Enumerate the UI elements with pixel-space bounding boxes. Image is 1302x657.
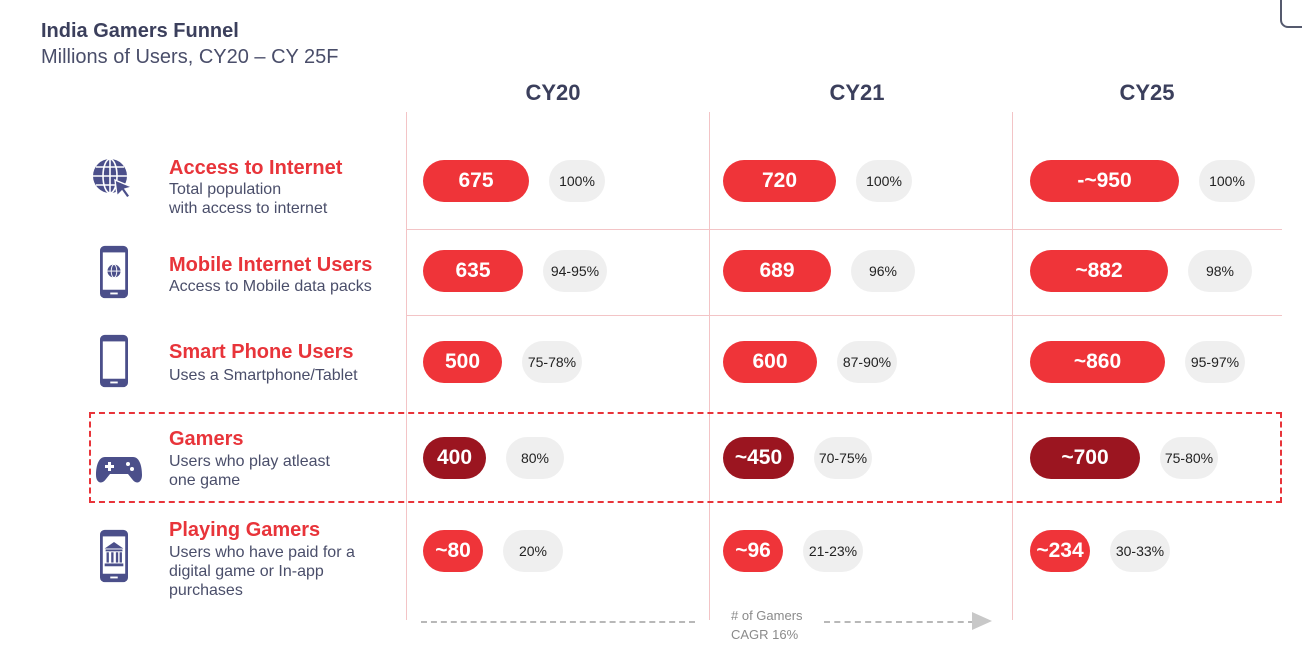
share-pill: 20% <box>503 530 563 572</box>
row-divider <box>406 229 1282 230</box>
cagr-value: CAGR 16% <box>731 627 799 642</box>
value-pill: 400 <box>423 437 486 479</box>
chart-subtitle: Millions of Users, CY20 – CY 25F <box>41 46 339 68</box>
cagr-arrow-icon <box>972 612 992 630</box>
share-pill: 80% <box>506 437 564 479</box>
chart-title: India Gamers Funnel <box>41 20 239 42</box>
cagr-annotation: # of Gamers CAGR 16% <box>731 606 803 644</box>
value-pill: -~950 <box>1030 160 1179 202</box>
gamepad-icon <box>96 457 142 483</box>
stage-access-to-internet: Access to Internet <box>169 157 343 179</box>
stage-mobile-internet-users: Mobile Internet Users <box>169 254 373 276</box>
share-pill: 87-90% <box>837 341 897 383</box>
column-header-cy20: CY20 <box>525 80 581 105</box>
gamers-highlight-box <box>89 412 1282 503</box>
cagr-dashed-line <box>824 621 974 623</box>
value-pill: ~450 <box>723 437 794 479</box>
stage-description: Uses a Smartphone/Tablet <box>169 367 358 384</box>
value-pill: 600 <box>723 341 817 383</box>
smartphone-icon <box>100 334 128 388</box>
share-pill: 75-78% <box>522 341 582 383</box>
share-pill: 94-95% <box>543 250 607 292</box>
corner-frame <box>1280 0 1302 28</box>
column-divider <box>1012 112 1013 620</box>
mobile-globe-icon <box>100 245 128 299</box>
stage-smart-phone-users: Smart Phone Users <box>169 341 354 363</box>
stage-description: Users who play atleast one game <box>169 453 330 489</box>
column-header-cy21: CY21 <box>829 80 885 105</box>
value-pill: ~80 <box>423 530 483 572</box>
value-pill: 635 <box>423 250 523 292</box>
value-pill: ~860 <box>1030 341 1165 383</box>
row-divider <box>406 315 1282 316</box>
share-pill: 21-23% <box>803 530 863 572</box>
value-pill: 689 <box>723 250 831 292</box>
value-pill: ~96 <box>723 530 783 572</box>
value-pill: 500 <box>423 341 502 383</box>
cagr-label: # of Gamers <box>731 608 803 623</box>
share-pill: 100% <box>549 160 605 202</box>
value-pill: 720 <box>723 160 836 202</box>
share-pill: 30-33% <box>1110 530 1170 572</box>
value-pill: ~882 <box>1030 250 1168 292</box>
column-divider <box>406 112 407 620</box>
share-pill: 70-75% <box>814 437 872 479</box>
column-divider <box>709 112 710 620</box>
value-pill: 675 <box>423 160 529 202</box>
share-pill: 100% <box>1199 160 1255 202</box>
share-pill: 75-80% <box>1160 437 1218 479</box>
share-pill: 98% <box>1188 250 1252 292</box>
stage-gamers: Gamers <box>169 428 244 450</box>
stage-description: Total population with access to internet <box>169 181 328 217</box>
column-header-cy25: CY25 <box>1119 80 1175 105</box>
value-pill: ~700 <box>1030 437 1140 479</box>
globe-cursor-icon <box>93 158 135 199</box>
value-pill: ~234 <box>1030 530 1090 572</box>
share-pill: 95-97% <box>1185 341 1245 383</box>
stage-playing-gamers: Playing Gamers <box>169 519 321 541</box>
mobile-bank-icon <box>100 529 128 583</box>
cagr-dashed-line <box>421 621 695 623</box>
share-pill: 96% <box>851 250 915 292</box>
stage-description: Users who have paid for a digital game or… <box>169 544 355 599</box>
share-pill: 100% <box>856 160 912 202</box>
stage-description: Access to Mobile data packs <box>169 278 372 295</box>
